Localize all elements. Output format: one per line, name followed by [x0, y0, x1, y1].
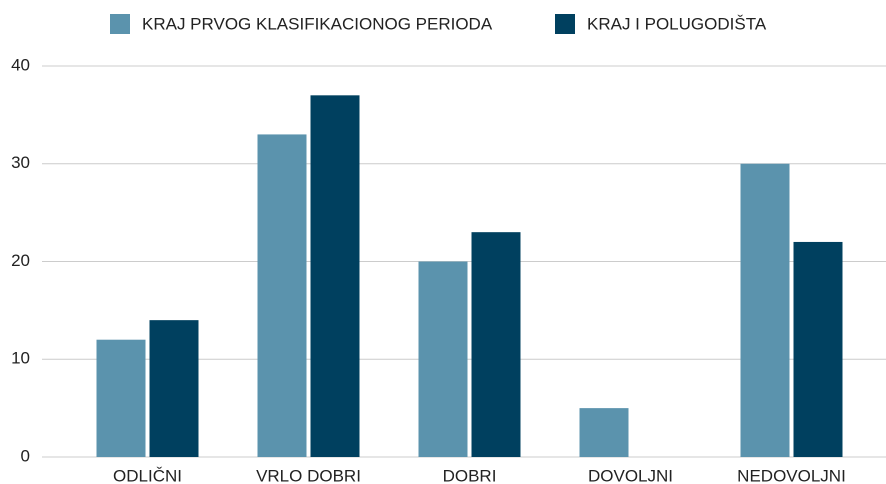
legend-swatch — [555, 14, 575, 34]
y-tick-label: 30 — [11, 153, 30, 172]
bar — [310, 95, 360, 457]
y-tick-label: 0 — [21, 446, 30, 465]
x-tick-label: ODLIČNI — [113, 466, 182, 484]
x-tick-label: VRLO DOBRI — [256, 466, 361, 484]
bar — [418, 261, 468, 457]
legend-label: KRAJ PRVOG KLASIFIKACIONOG PERIODA — [142, 14, 493, 33]
y-tick-label: 20 — [11, 251, 30, 270]
bar — [740, 163, 790, 457]
bar — [96, 339, 146, 457]
y-tick-label: 10 — [11, 349, 30, 368]
x-tick-label: NEDOVOLJNI — [737, 466, 846, 484]
bar — [471, 232, 521, 457]
bar — [793, 241, 843, 457]
bar — [579, 408, 629, 457]
x-tick-label: DOVOLJNI — [588, 466, 673, 484]
bar — [257, 134, 307, 458]
bar — [149, 320, 199, 457]
x-tick-label: DOBRI — [443, 466, 497, 484]
legend-label: KRAJ I POLUGODIŠTA — [587, 14, 767, 33]
legend-swatch — [110, 14, 130, 34]
y-tick-label: 40 — [11, 55, 30, 74]
